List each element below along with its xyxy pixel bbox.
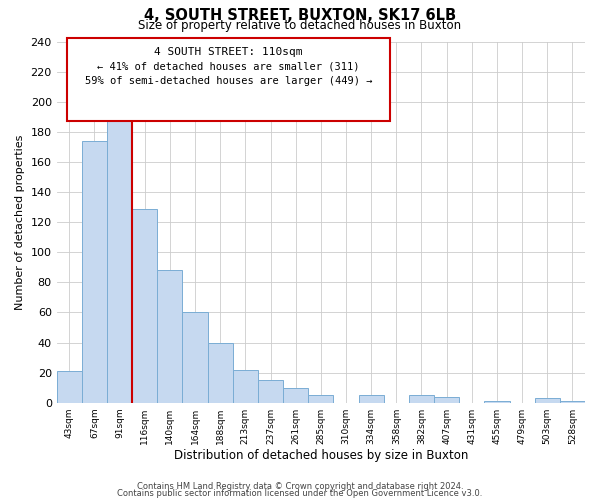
X-axis label: Distribution of detached houses by size in Buxton: Distribution of detached houses by size … <box>173 450 468 462</box>
Bar <box>560 401 585 402</box>
Text: 4, SOUTH STREET, BUXTON, SK17 6LB: 4, SOUTH STREET, BUXTON, SK17 6LB <box>144 8 456 22</box>
Bar <box>535 398 560 402</box>
Text: ← 41% of detached houses are smaller (311): ← 41% of detached houses are smaller (31… <box>97 62 359 72</box>
Bar <box>56 371 82 402</box>
Bar <box>208 342 233 402</box>
Bar <box>157 270 182 402</box>
Bar <box>233 370 258 402</box>
Bar <box>107 117 132 403</box>
Bar <box>258 380 283 402</box>
Text: 59% of semi-detached houses are larger (449) →: 59% of semi-detached houses are larger (… <box>85 76 372 86</box>
FancyBboxPatch shape <box>67 38 389 121</box>
Bar <box>283 388 308 402</box>
Bar <box>82 141 107 403</box>
Bar <box>409 395 434 402</box>
Text: 4 SOUTH STREET: 110sqm: 4 SOUTH STREET: 110sqm <box>154 47 302 57</box>
Text: Contains HM Land Registry data © Crown copyright and database right 2024.: Contains HM Land Registry data © Crown c… <box>137 482 463 491</box>
Text: Contains public sector information licensed under the Open Government Licence v3: Contains public sector information licen… <box>118 489 482 498</box>
Bar <box>359 395 384 402</box>
Y-axis label: Number of detached properties: Number of detached properties <box>15 134 25 310</box>
Text: Size of property relative to detached houses in Buxton: Size of property relative to detached ho… <box>139 19 461 32</box>
Bar <box>182 312 208 402</box>
Bar <box>434 396 459 402</box>
Bar <box>132 208 157 402</box>
Bar <box>484 401 509 402</box>
Bar <box>308 395 334 402</box>
